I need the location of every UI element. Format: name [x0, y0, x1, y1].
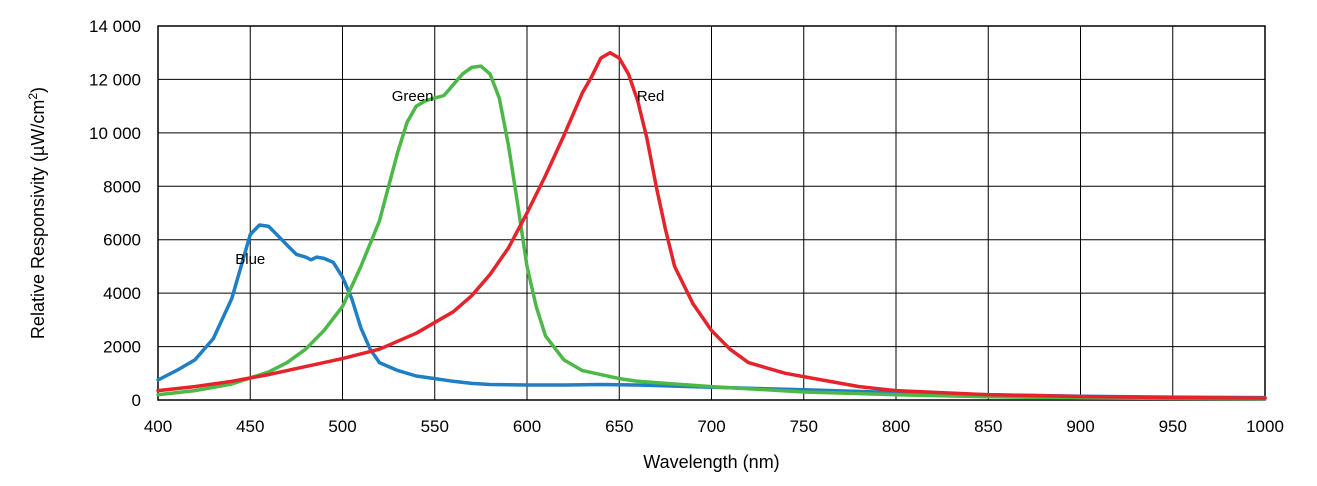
- y-tick-label: 12 000: [89, 70, 141, 89]
- series-line-green: [156, 64, 1267, 401]
- y-axis-label-main: Relative Responsivity (µW/cm: [28, 100, 48, 339]
- x-tick-label: 700: [697, 417, 725, 436]
- x-axis-tick-labels: 400 450 500 550 600 650 700 750 800 850 900 950 1000: [144, 417, 1284, 436]
- x-axis-label: Wavelength (nm): [643, 452, 779, 472]
- y-tick-label: 2000: [103, 338, 141, 357]
- x-tick-label: 550: [421, 417, 449, 436]
- y-tick-label: 0: [132, 391, 141, 410]
- series-label-blue: Blue: [235, 251, 265, 268]
- series-labels: Blue Green Red: [235, 88, 664, 268]
- x-tick-label: 500: [328, 417, 356, 436]
- series-curves: [156, 50, 1267, 401]
- y-tick-label: 10 000: [89, 124, 141, 143]
- series-label-red: Red: [637, 88, 665, 105]
- plot-area-frame: [157, 25, 1266, 401]
- series-label-green: Green: [392, 88, 434, 105]
- x-tick-label: 450: [236, 417, 264, 436]
- x-tick-label: 1000: [1246, 417, 1284, 436]
- y-axis-label: Relative Responsivity (µW/cm2): [26, 87, 48, 339]
- x-tick-label: 950: [1159, 417, 1187, 436]
- y-tick-label: 14 000: [89, 17, 141, 36]
- y-tick-label: 4000: [103, 284, 141, 303]
- x-tick-label: 850: [974, 417, 1002, 436]
- x-tick-label: 800: [882, 417, 910, 436]
- y-tick-label: 8000: [103, 177, 141, 196]
- series-line-red: [156, 50, 1267, 400]
- y-axis-label-superscript: 2: [26, 93, 40, 100]
- x-tick-label: 750: [790, 417, 818, 436]
- x-tick-label: 400: [144, 417, 172, 436]
- x-tick-label: 900: [1066, 417, 1094, 436]
- x-tick-label: 650: [605, 417, 633, 436]
- y-axis-label-end: ): [28, 87, 48, 93]
- x-tick-label: 600: [513, 417, 541, 436]
- grid-lines: [157, 25, 1266, 401]
- y-axis-tick-labels: 0 2000 4000 6000 8000 10 000 12 000 14 000: [89, 17, 141, 410]
- y-tick-label: 6000: [103, 231, 141, 250]
